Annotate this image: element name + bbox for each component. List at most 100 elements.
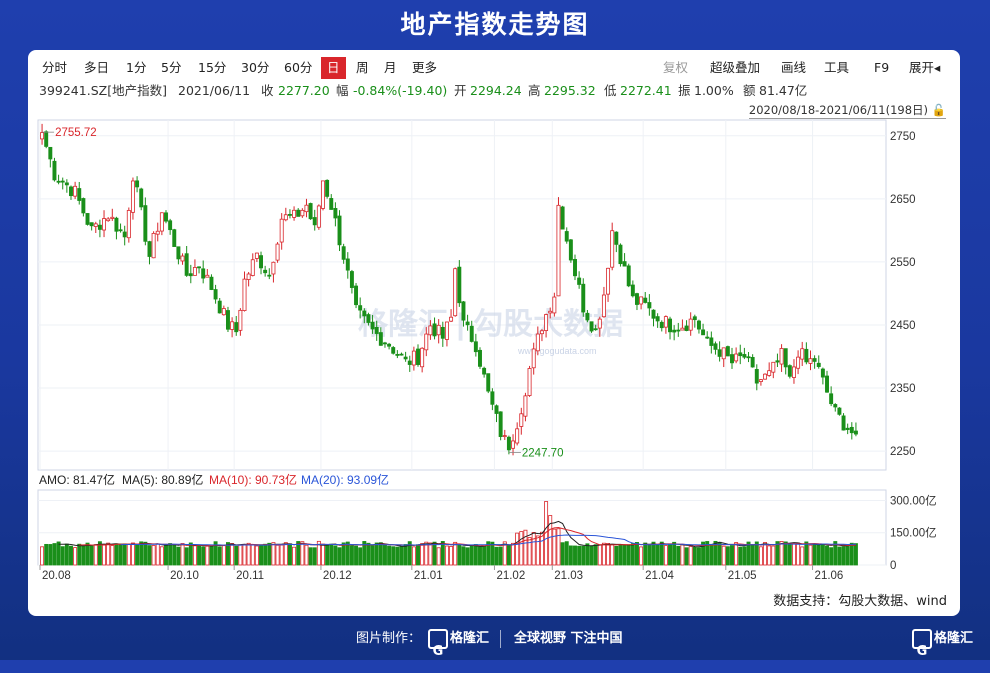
candle	[829, 393, 834, 405]
candle	[420, 347, 425, 368]
volume-bar	[498, 546, 503, 566]
tab-daily[interactable]: 日	[321, 57, 346, 79]
price-tick-label: 2350	[890, 383, 916, 395]
candle	[416, 348, 420, 365]
candle	[527, 368, 532, 396]
candle	[800, 348, 805, 360]
volume-bar	[853, 543, 858, 566]
candle	[97, 224, 102, 230]
adjust-button[interactable]: 复权	[663, 60, 689, 75]
candle	[577, 277, 582, 285]
x-tick-label: 21.04	[645, 570, 674, 582]
tab-1min[interactable]: 1分	[126, 60, 147, 75]
volume-bar	[684, 547, 689, 566]
candle	[110, 216, 115, 219]
tab-30min[interactable]: 30分	[241, 60, 270, 75]
volume-bar	[374, 542, 379, 566]
tab-more[interactable]: 更多	[412, 60, 438, 75]
volume-bar	[180, 543, 185, 566]
candle	[461, 301, 466, 321]
candle	[106, 218, 111, 222]
expand-button[interactable]: 展开◂	[909, 60, 941, 75]
high-annotation: 2755.72	[55, 127, 97, 139]
volume-bar	[713, 540, 718, 566]
volume-bar	[354, 545, 359, 566]
candle	[382, 342, 387, 345]
volume-bar	[254, 545, 259, 566]
volume-bar	[449, 546, 454, 566]
candle	[837, 407, 842, 415]
volume-bar	[292, 546, 297, 566]
tab-60min[interactable]: 60分	[284, 60, 313, 75]
volume-bar	[164, 544, 168, 566]
volume-bar	[77, 543, 82, 566]
volume-bar	[825, 545, 829, 566]
candle	[705, 336, 710, 339]
x-tick-label: 20.08	[42, 570, 71, 582]
tab-weekly[interactable]: 周	[356, 60, 369, 75]
candle	[48, 146, 53, 160]
candle	[453, 268, 458, 317]
candle	[548, 310, 553, 314]
volume-bar	[486, 541, 491, 566]
made-by-label: 图片制作：	[356, 631, 422, 646]
tab-5min[interactable]: 5分	[161, 60, 182, 75]
candle	[329, 198, 334, 210]
candle	[618, 244, 623, 265]
volume-bar	[304, 544, 309, 566]
candle	[783, 348, 788, 368]
ma10-line	[79, 526, 856, 547]
volume-bar	[453, 541, 458, 566]
candle	[428, 325, 433, 336]
watermark-url: www.gogudata.com	[517, 346, 597, 356]
candle	[143, 205, 148, 242]
volume-bar	[502, 541, 507, 566]
footer-logo: G	[428, 618, 448, 660]
date-range-text: 2020/08/18-2021/06/11(198日)	[748, 103, 929, 117]
candle	[349, 271, 354, 288]
candle	[122, 231, 127, 238]
tab-multiday[interactable]: 多日	[84, 60, 110, 75]
volume-bar	[783, 541, 788, 566]
candle	[242, 278, 247, 311]
price-tick-label: 2550	[890, 257, 916, 269]
volume-bar	[610, 544, 615, 566]
volume-bar	[800, 546, 805, 566]
candle	[655, 316, 660, 322]
volume-bar	[188, 542, 193, 566]
volume-bar	[52, 543, 57, 566]
chart-card: 分时 多日 1分 5分 15分 30分 60分 日 周 月 更多 复权 超级叠加…	[28, 50, 960, 616]
tools-button[interactable]: 工具	[824, 60, 850, 75]
volume-bar	[64, 543, 69, 566]
footer: 图片制作： G 格隆汇 全球视野 下注中国 G 格隆汇	[0, 618, 990, 660]
tab-monthly[interactable]: 月	[384, 60, 397, 75]
candle	[820, 368, 825, 378]
volume-bar	[663, 545, 668, 566]
volume-bar	[523, 529, 528, 566]
overlay-button[interactable]: 超级叠加	[710, 60, 761, 75]
volume-bar	[321, 543, 325, 566]
volume-bar	[122, 543, 127, 566]
date-range[interactable]: 2020/08/18-2021/06/11(198日) 🔓	[748, 102, 946, 119]
volume-bar	[560, 542, 565, 566]
corner-logo-text: 格隆汇	[934, 631, 974, 646]
volume-bar	[275, 544, 280, 566]
candle	[734, 353, 739, 362]
candle	[440, 326, 445, 339]
volume-bar	[432, 541, 437, 566]
volume-bar	[411, 546, 416, 566]
candle	[308, 203, 313, 220]
draw-line-button[interactable]: 画线	[781, 60, 807, 75]
volume-bar	[680, 544, 685, 566]
f9-button[interactable]: F9	[874, 60, 890, 75]
volume-bar	[349, 545, 354, 566]
lock-icon[interactable]: 🔓	[931, 103, 946, 117]
volume-bar	[234, 545, 239, 566]
volume-bar	[461, 546, 466, 566]
tab-15min[interactable]: 15分	[198, 60, 227, 75]
candle	[126, 210, 131, 239]
ma10-legend: MA(10): 90.73亿	[209, 472, 297, 487]
candle	[796, 356, 801, 369]
tab-realtime[interactable]: 分时	[42, 60, 68, 75]
candle	[403, 356, 408, 360]
